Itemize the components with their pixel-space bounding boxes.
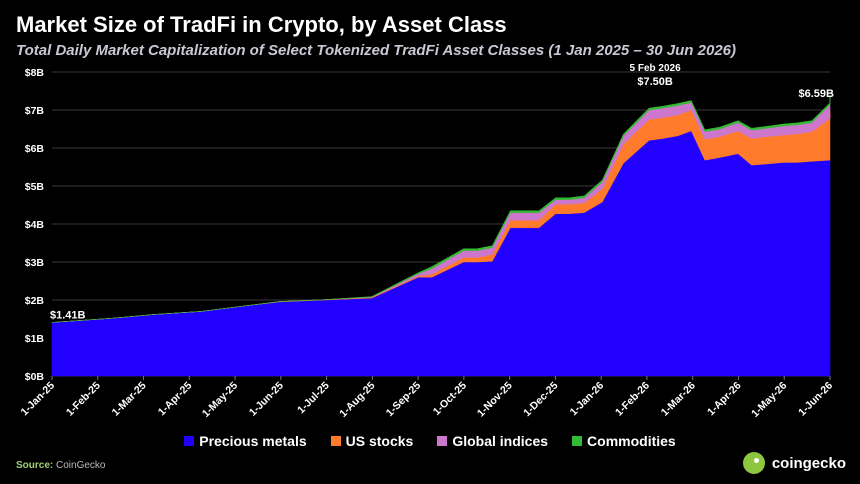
x-tick-label: 1-Nov-25 <box>475 380 515 420</box>
legend-item-commodities: Commodities <box>572 433 676 449</box>
legend-swatch <box>330 436 341 446</box>
legend-swatch <box>572 436 583 446</box>
legend-swatch <box>437 436 448 446</box>
y-tick-label: $1B <box>25 333 45 345</box>
y-tick-label: $8B <box>25 67 45 79</box>
annotation-value: $7.50B <box>637 76 673 88</box>
source-label: Source: <box>16 460 54 471</box>
y-tick-label: $0B <box>25 371 45 383</box>
legend-item-us-stocks: US stocks <box>330 433 414 449</box>
x-tick-label: 1-Mar-26 <box>659 380 698 419</box>
x-tick-label: 1-Oct-25 <box>431 380 469 418</box>
x-tick-label: 1-Jul-25 <box>295 380 332 417</box>
x-tick-label: 1-Jan-26 <box>568 380 607 419</box>
source-value: CoinGecko <box>56 460 106 471</box>
x-tick-label: 1-Jun-25 <box>247 380 286 419</box>
x-tick-label: 1-Apr-26 <box>705 380 744 419</box>
legend-label: Global indices <box>452 433 549 449</box>
legend-item-precious-metals: Precious metals <box>184 433 307 449</box>
brand: coingecko <box>742 452 846 474</box>
x-tick-label: 1-Dec-25 <box>521 380 561 420</box>
y-tick-label: $5B <box>25 181 45 193</box>
annotation-value: $1.41B <box>50 309 86 321</box>
y-tick-label: $7B <box>25 105 45 117</box>
y-tick-label: $2B <box>25 295 45 307</box>
x-tick-label: 1-Jun-26 <box>796 380 835 419</box>
x-tick-label: 1-May-26 <box>749 380 789 420</box>
brand-name: coingecko <box>771 454 846 472</box>
area-commodities <box>51 95 831 323</box>
coingecko-gecko-icon <box>742 452 765 474</box>
legend-label: US stocks <box>345 433 414 449</box>
annotation-date: 5 Feb 2026 <box>630 63 682 74</box>
x-tick-label: 1-Feb-25 <box>64 380 103 419</box>
chart-title: Market Size of TradFi in Crypto, by Asse… <box>16 12 507 37</box>
y-tick-label: $4B <box>25 219 45 231</box>
x-tick-label: 1-May-25 <box>200 380 240 420</box>
legend-item-global-indices: Global indices <box>437 433 548 449</box>
x-tick-label: 1-Aug-25 <box>337 380 377 420</box>
source-note: Source: CoinGecko <box>16 460 105 471</box>
y-tick-label: $3B <box>25 257 45 269</box>
x-tick-label: 1-Sep-25 <box>384 380 424 420</box>
legend-swatch <box>184 436 195 446</box>
legend-label: Commodities <box>587 433 676 449</box>
x-tick-label: 1-Jan-25 <box>19 380 58 419</box>
x-tick-label: 1-Apr-25 <box>156 380 195 419</box>
annotation-value: $6.59B <box>799 88 835 100</box>
area-precious-metals <box>51 130 831 377</box>
legend-label: Precious metals <box>199 433 307 449</box>
x-tick-label: 1-Feb-26 <box>613 380 652 419</box>
x-tick-label: 1-Mar-25 <box>110 380 149 419</box>
chart-legend: Precious metals US stocks Global indices Co… <box>0 433 860 449</box>
y-tick-label: $6B <box>25 143 45 155</box>
chart-subtitle: Total Daily Market Capitalization of Sel… <box>16 42 736 59</box>
